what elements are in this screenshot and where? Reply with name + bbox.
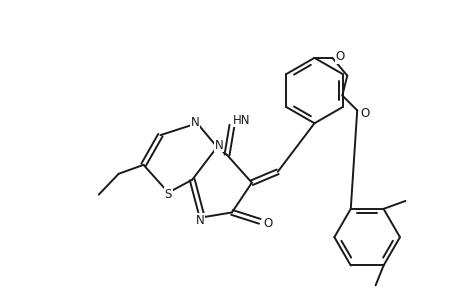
- Text: N: N: [196, 214, 204, 227]
- Text: HN: HN: [233, 114, 250, 127]
- Text: N: N: [214, 139, 223, 152]
- Text: O: O: [263, 217, 272, 230]
- Text: S: S: [164, 188, 172, 201]
- Text: O: O: [360, 107, 369, 120]
- Text: O: O: [335, 50, 344, 63]
- Text: N: N: [190, 116, 199, 129]
